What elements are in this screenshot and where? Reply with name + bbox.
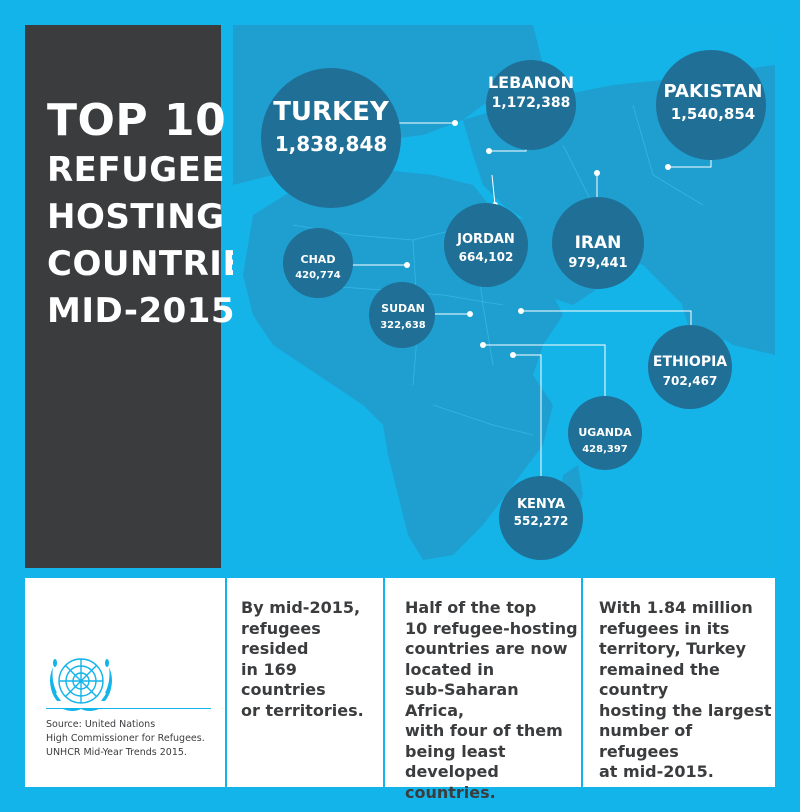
chad-value: 420,774: [295, 270, 341, 281]
chad-name: CHAD: [301, 253, 336, 266]
iran-name: IRAN: [575, 233, 622, 253]
fact-3-line-1: With 1.84 million: [599, 598, 753, 617]
country-bubbles: [261, 50, 766, 560]
sudan-value: 322,638: [380, 320, 426, 331]
fact-2-line-8: developed countries.: [405, 762, 499, 802]
uganda-value: 428,397: [582, 444, 628, 455]
title-line-1: TOP 10: [47, 95, 227, 146]
fact-2-line-1: Half of the top: [405, 598, 537, 617]
jordan-value: 664,102: [459, 250, 514, 264]
fact-1-line-3: in 169 countries: [241, 659, 326, 700]
bottom-info-section: Source: United Nations High Commissioner…: [25, 578, 775, 802]
iran-value: 979,441: [568, 256, 627, 271]
fact-column-3: With 1.84 million refugees in its territ…: [583, 578, 775, 787]
country-labels: TURKEY 1,838,848 LEBANON 1,172,388 PAKIS…: [273, 73, 762, 528]
fact-1-text: By mid-2015, refugees resided in 169 cou…: [241, 598, 383, 721]
pakistan-value: 1,540,854: [671, 105, 755, 123]
turkey-value: 1,838,848: [275, 132, 388, 156]
fact-3-line-6: number of refugees: [599, 721, 693, 761]
title-panel: TOP 10 REFUGEE HOSTING COUNTRIES MID-201…: [25, 25, 271, 568]
jordan-name: JORDAN: [456, 232, 515, 247]
source-line-3: UNHCR Mid-Year Trends 2015.: [46, 747, 187, 758]
fact-2-text: Half of the top 10 refugee-hosting count…: [405, 598, 581, 803]
title-line-5: MID-2015: [47, 291, 236, 331]
source-divider: [46, 708, 211, 709]
turkey-name: TURKEY: [273, 97, 390, 127]
fact-3-line-4: remained the country: [599, 659, 720, 700]
pakistan-name: PAKISTAN: [664, 81, 763, 102]
fact-2-line-5: sub-Saharan Africa,: [405, 680, 519, 720]
column-divider-1: [225, 578, 227, 787]
source-column: Source: United Nations High Commissioner…: [25, 578, 225, 787]
fact-3-line-2: refugees in its: [599, 618, 730, 638]
source-line-2: High Commissioner for Refugees.: [46, 733, 205, 744]
map-panel: TURKEY 1,838,848 LEBANON 1,172,388 PAKIS…: [233, 25, 775, 568]
sudan-name: SUDAN: [381, 302, 425, 315]
location-dots: [404, 120, 671, 358]
fact-3-line-3: territory, Turkey: [599, 639, 747, 658]
fact-3-line-5: hosting the largest: [599, 700, 772, 720]
fact-1-line-4: or territories.: [241, 700, 364, 720]
fact-column-2: Half of the top 10 refugee-hosting count…: [385, 578, 581, 802]
fact-2-line-2: 10 refugee-hosting: [405, 618, 578, 638]
fact-2-line-3: countries are now: [405, 639, 568, 658]
fact-2-line-6: with four of them: [405, 721, 563, 740]
fact-2-line-7: being least: [405, 741, 506, 761]
source-line-1: Source: United Nations: [46, 719, 156, 730]
world-map: TURKEY 1,838,848 LEBANON 1,172,388 PAKIS…: [233, 25, 775, 560]
ethiopia-name: ETHIOPIA: [653, 354, 727, 370]
source-text: Source: United Nations High Commissioner…: [46, 718, 205, 760]
fact-1-line-2: refugees resided: [241, 618, 321, 659]
fact-column-1: By mid-2015, refugees resided in 169 cou…: [227, 578, 383, 787]
lebanon-name: LEBANON: [488, 73, 574, 92]
kenya-value: 552,272: [514, 514, 569, 528]
fact-1-line-1: By mid-2015,: [241, 598, 361, 617]
fact-3-line-7: at mid-2015.: [599, 762, 714, 781]
ethiopia-value: 702,467: [663, 374, 718, 388]
lebanon-value: 1,172,388: [492, 95, 571, 111]
fact-2-line-4: located in: [405, 659, 495, 679]
column-divider-3: [581, 578, 583, 787]
uganda-name: UGANDA: [578, 426, 632, 439]
title-line-2: REFUGEE: [47, 150, 226, 190]
title-line-3: HOSTING: [47, 197, 225, 237]
kenya-name: KENYA: [517, 497, 565, 512]
column-divider-2: [383, 578, 385, 787]
fact-3-text: With 1.84 million refugees in its territ…: [599, 598, 775, 783]
